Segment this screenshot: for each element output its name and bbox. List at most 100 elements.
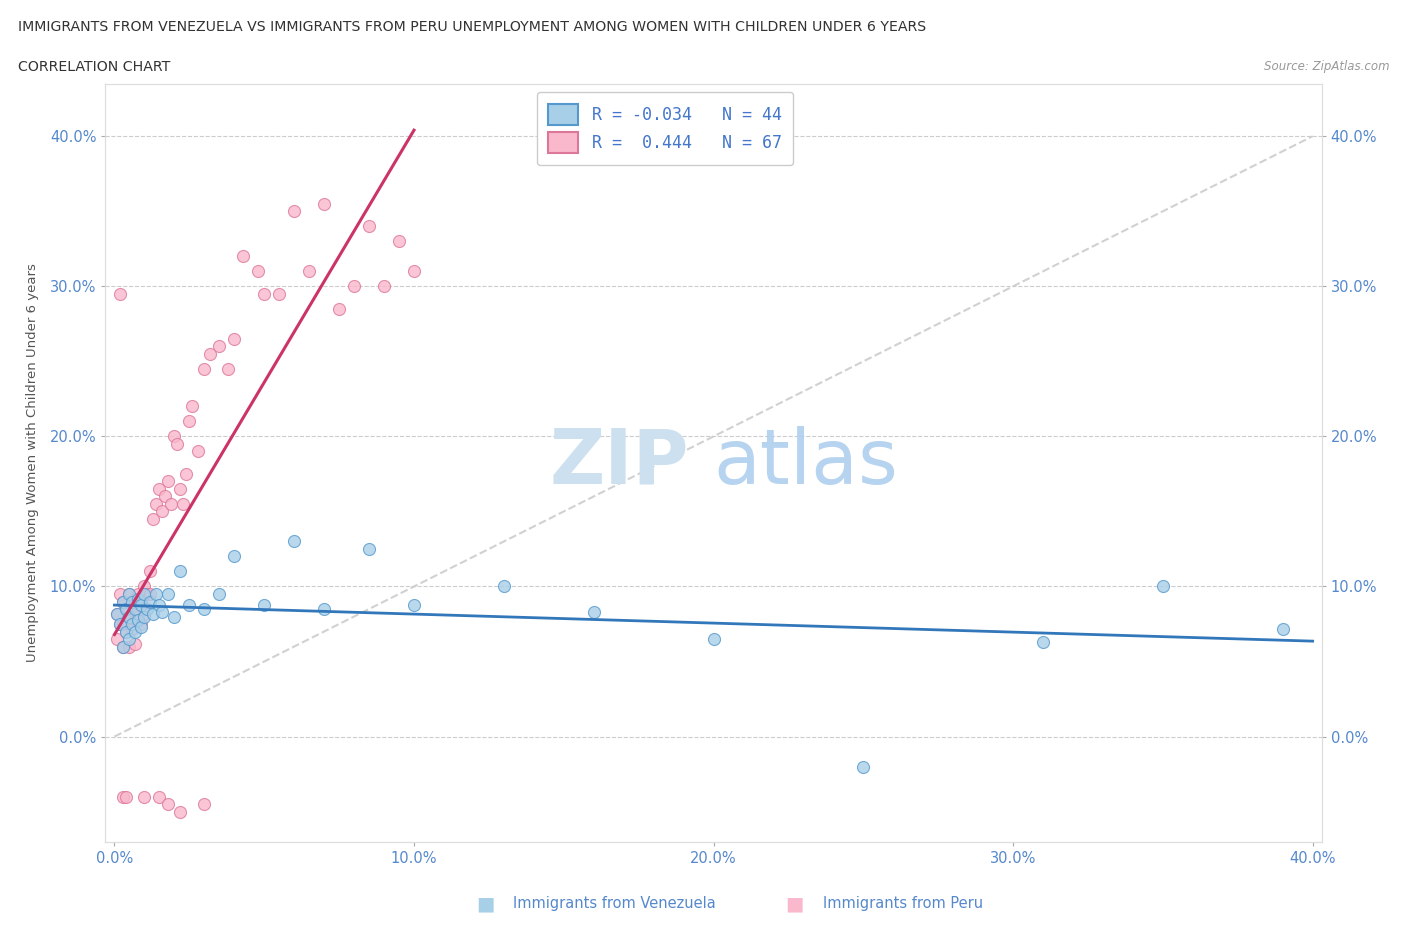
Point	[224, 549, 246, 564]
Point	[388, 233, 411, 248]
Point	[1152, 579, 1174, 594]
Point	[169, 565, 191, 579]
Point	[124, 602, 146, 617]
Text: ZIP: ZIP	[550, 426, 689, 499]
Point	[124, 624, 146, 639]
Text: ■: ■	[475, 895, 495, 913]
Point	[402, 264, 425, 279]
Point	[187, 444, 209, 458]
Point	[118, 587, 141, 602]
Point	[134, 606, 156, 621]
Point	[193, 602, 215, 617]
Point	[115, 624, 138, 639]
Point	[148, 482, 170, 497]
Point	[169, 482, 191, 497]
Point	[112, 594, 135, 609]
Point	[145, 497, 167, 512]
Point	[181, 399, 204, 414]
Point	[115, 624, 138, 639]
Point	[121, 594, 143, 609]
Point	[1032, 634, 1054, 649]
Point	[142, 512, 165, 526]
Point	[131, 597, 153, 612]
Point	[208, 587, 231, 602]
Point	[110, 286, 132, 301]
Point	[702, 631, 725, 646]
Point	[253, 286, 276, 301]
Point	[110, 617, 132, 631]
Point	[148, 597, 170, 612]
Point	[134, 579, 156, 594]
Point	[1271, 621, 1294, 636]
Point	[163, 429, 186, 444]
Legend: R = -0.034   N = 44, R =  0.444   N = 67: R = -0.034 N = 44, R = 0.444 N = 67	[537, 92, 793, 165]
Point	[232, 249, 254, 264]
Point	[357, 219, 380, 233]
Text: CORRELATION CHART: CORRELATION CHART	[18, 60, 170, 73]
Point	[193, 362, 215, 377]
Point	[112, 594, 135, 609]
Point	[160, 497, 183, 512]
Point	[127, 612, 149, 627]
Point	[193, 797, 215, 812]
Point	[110, 617, 132, 631]
Point	[150, 504, 173, 519]
Text: IMMIGRANTS FROM VENEZUELA VS IMMIGRANTS FROM PERU UNEMPLOYMENT AMONG WOMEN WITH : IMMIGRANTS FROM VENEZUELA VS IMMIGRANTS …	[18, 20, 927, 34]
Point	[176, 467, 198, 482]
Point	[115, 602, 138, 617]
Point	[115, 602, 138, 617]
Point	[112, 639, 135, 654]
Point	[127, 591, 149, 606]
Point	[373, 279, 395, 294]
Text: Immigrants from Peru: Immigrants from Peru	[823, 897, 983, 911]
Point	[134, 790, 156, 804]
Point	[217, 362, 239, 377]
Point	[121, 617, 143, 631]
Point	[145, 587, 167, 602]
Text: Immigrants from Venezuela: Immigrants from Venezuela	[513, 897, 716, 911]
Point	[172, 497, 194, 512]
Point	[852, 759, 875, 774]
Point	[134, 609, 156, 624]
Point	[157, 474, 180, 489]
Point	[107, 631, 129, 646]
Point	[314, 602, 336, 617]
Point	[121, 621, 143, 636]
Point	[142, 606, 165, 621]
Point	[179, 597, 201, 612]
Point	[127, 587, 149, 602]
Point	[269, 286, 291, 301]
Point	[107, 606, 129, 621]
Point	[157, 797, 180, 812]
Point	[112, 790, 135, 804]
Point	[107, 606, 129, 621]
Point	[343, 279, 366, 294]
Point	[155, 489, 177, 504]
Point	[131, 619, 153, 634]
Point	[247, 264, 270, 279]
Point	[118, 609, 141, 624]
Point	[314, 196, 336, 211]
Point	[148, 790, 170, 804]
Point	[139, 565, 162, 579]
Point	[139, 587, 162, 602]
Point	[121, 597, 143, 612]
Point	[224, 331, 246, 346]
Point	[357, 541, 380, 556]
Text: atlas: atlas	[713, 426, 898, 499]
Point	[492, 579, 515, 594]
Point	[110, 587, 132, 602]
Point	[582, 604, 605, 619]
Point	[134, 587, 156, 602]
Point	[150, 604, 173, 619]
Point	[157, 587, 180, 602]
Point	[118, 587, 141, 602]
Text: Source: ZipAtlas.com: Source: ZipAtlas.com	[1264, 60, 1389, 73]
Point	[118, 639, 141, 654]
Point	[131, 594, 153, 609]
Point	[328, 301, 350, 316]
Point	[124, 591, 146, 606]
Point	[179, 414, 201, 429]
Point	[112, 617, 135, 631]
Point	[298, 264, 321, 279]
